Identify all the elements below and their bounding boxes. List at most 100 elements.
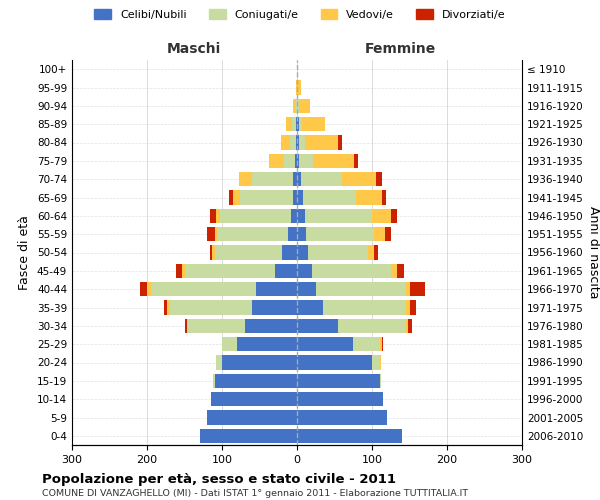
Bar [215,374,297,388]
Bar [240,190,293,204]
Bar [229,190,233,204]
Bar [297,428,402,443]
Bar [213,374,215,388]
Bar [323,300,406,314]
Bar [252,300,297,314]
Bar [199,428,297,443]
Bar [297,98,299,113]
Bar [373,227,385,242]
Bar [297,208,305,223]
Bar [252,172,293,186]
Bar [176,264,182,278]
Bar [355,190,382,204]
Bar [170,300,252,314]
Bar [374,246,378,260]
Bar [281,136,290,149]
Bar [256,282,297,296]
Bar [376,172,382,186]
Text: COMUNE DI VANZAGHELLO (MI) - Dati ISTAT 1° gennaio 2011 - Elaborazione TUTTITALI: COMUNE DI VANZAGHELLO (MI) - Dati ISTAT … [42,489,468,498]
Bar [368,246,374,260]
Bar [139,282,147,296]
Bar [382,190,386,204]
Bar [291,208,297,223]
Text: Femmine: Femmine [365,42,436,56]
Bar [299,136,305,149]
Bar [286,117,292,132]
Bar [147,282,151,296]
Bar [391,264,397,278]
Bar [380,374,381,388]
Bar [354,154,358,168]
Bar [380,337,382,351]
Bar [293,190,297,204]
Bar [297,190,303,204]
Bar [297,136,299,149]
Bar [382,337,383,351]
Bar [296,117,297,132]
Bar [296,98,297,113]
Bar [297,356,372,370]
Bar [207,410,297,424]
Bar [380,356,381,370]
Text: Popolazione per età, sesso e stato civile - 2011: Popolazione per età, sesso e stato civil… [42,472,396,486]
Bar [305,136,338,149]
Bar [245,318,297,333]
Bar [212,246,215,260]
Bar [185,318,187,333]
Bar [297,264,312,278]
Bar [297,392,383,406]
Bar [216,208,220,223]
Bar [301,172,342,186]
Bar [187,318,188,333]
Bar [297,374,380,388]
Bar [353,337,380,351]
Bar [338,318,406,333]
Bar [207,227,215,242]
Bar [290,136,296,149]
Bar [306,227,373,242]
Bar [409,300,415,314]
Bar [297,154,299,168]
Bar [296,80,297,94]
Bar [297,282,316,296]
Bar [151,282,256,296]
Bar [397,264,404,278]
Bar [216,356,222,370]
Bar [303,190,355,204]
Bar [293,172,297,186]
Bar [210,208,216,223]
Bar [302,117,325,132]
Bar [297,227,306,242]
Bar [385,227,391,242]
Bar [297,410,387,424]
Bar [188,318,245,333]
Bar [299,117,302,132]
Bar [222,356,297,370]
Bar [293,98,296,113]
Bar [391,208,397,223]
Bar [297,246,308,260]
Bar [305,208,372,223]
Bar [217,227,288,242]
Bar [292,117,296,132]
Bar [408,318,412,333]
Legend: Celibi/Nubili, Coniugati/e, Vedovi/e, Divorziati/e: Celibi/Nubili, Coniugati/e, Vedovi/e, Di… [91,6,509,23]
Bar [275,264,297,278]
Bar [342,172,376,186]
Bar [269,154,284,168]
Bar [406,300,409,314]
Bar [296,136,297,149]
Bar [406,318,408,333]
Bar [185,264,275,278]
Bar [297,117,299,132]
Bar [297,300,323,314]
Bar [182,264,185,278]
Bar [297,318,338,333]
Bar [288,227,297,242]
Bar [239,172,252,186]
Bar [215,246,282,260]
Bar [164,300,167,314]
Bar [284,154,295,168]
Bar [299,154,313,168]
Bar [233,190,240,204]
